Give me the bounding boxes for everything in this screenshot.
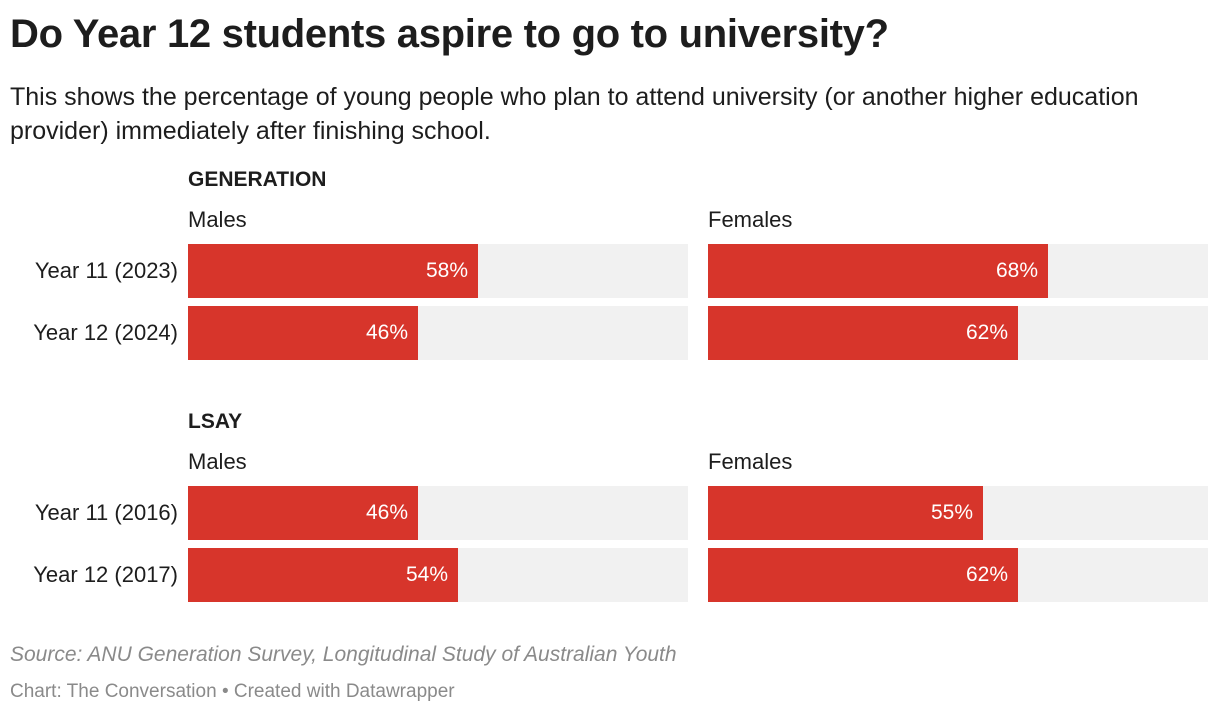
bar: 55%: [708, 486, 983, 540]
credit-line: Chart: The Conversation • Created with D…: [10, 681, 455, 703]
bar: 62%: [708, 306, 1018, 360]
panel-title: Males: [188, 207, 247, 232]
chart-title: Do Year 12 students aspire to go to univ…: [10, 12, 889, 56]
bar-track: 46%: [188, 486, 688, 540]
bar: 46%: [188, 486, 418, 540]
bar-track: 55%: [708, 486, 1208, 540]
bar: 62%: [708, 548, 1018, 602]
bar: 68%: [708, 244, 1048, 298]
group-title: GENERATION: [188, 168, 327, 191]
panel-title: Males: [188, 449, 247, 474]
bar-track: 62%: [708, 548, 1208, 602]
group-title: LSAY: [188, 410, 243, 433]
bar-track: 54%: [188, 548, 688, 602]
panel-title: Females: [708, 449, 793, 474]
bar-track: 58%: [188, 244, 688, 298]
bar-value-label: 54%: [405, 563, 448, 586]
credit-tool: Created with Datawrapper: [233, 681, 455, 702]
row-label: Year 12 (2024): [33, 320, 178, 345]
row-label: Year 12 (2017): [33, 562, 178, 587]
row-label: Year 11 (2016): [34, 500, 178, 525]
bar-track: 46%: [188, 306, 688, 360]
chart-subtitle: This shows the percentage of young peopl…: [10, 83, 1139, 145]
bar-track: 68%: [708, 244, 1208, 298]
bar: 54%: [188, 548, 458, 602]
bar-value-label: 62%: [965, 321, 1008, 344]
bar-value-label: 46%: [365, 321, 408, 344]
bar: 46%: [188, 306, 418, 360]
bar-value-label: 58%: [425, 259, 468, 282]
bar-value-label: 62%: [965, 563, 1008, 586]
bar-value-label: 46%: [365, 501, 408, 524]
bar-value-label: 55%: [930, 501, 973, 524]
credit-publisher: Chart: The Conversation: [10, 681, 217, 702]
bar-value-label: 68%: [995, 259, 1038, 282]
credit-separator: •: [221, 681, 229, 702]
panel-title: Females: [708, 207, 793, 232]
source-note: Source: ANU Generation Survey, Longitudi…: [10, 643, 677, 666]
row-label: Year 11 (2023): [34, 258, 178, 283]
bar: 58%: [188, 244, 478, 298]
bar-track: 62%: [708, 306, 1208, 360]
